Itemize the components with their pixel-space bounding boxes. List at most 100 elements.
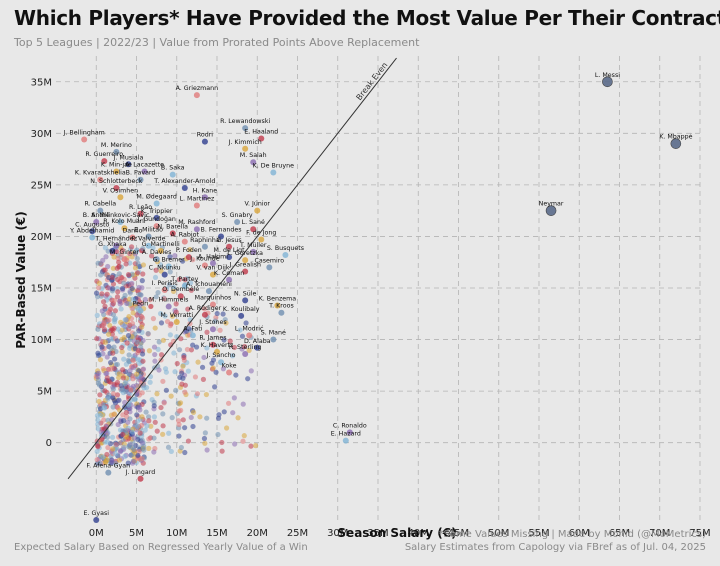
- player-label: F. Valverde: [132, 236, 166, 243]
- player-point: [98, 272, 104, 278]
- player-point: [116, 259, 122, 265]
- player-point: [220, 366, 226, 372]
- labeled-player-point: [226, 276, 233, 283]
- player-label: J. Stones: [198, 319, 226, 326]
- player-point: [170, 288, 177, 294]
- player-point: [125, 333, 132, 339]
- player-point: [149, 253, 155, 259]
- player-point: [96, 285, 102, 291]
- labeled-player-point: [165, 303, 172, 310]
- player-point: [161, 296, 167, 302]
- labeled-player-point: [670, 138, 682, 149]
- player-label: F. Afena-Gyan: [87, 463, 131, 470]
- player-point: [158, 404, 164, 411]
- player-point: [110, 350, 116, 356]
- player-point: [93, 290, 100, 296]
- player-point: [223, 425, 230, 431]
- player-point: [209, 360, 215, 366]
- player-point: [241, 343, 248, 350]
- player-point: [122, 292, 128, 298]
- player-label: R. Sterling: [229, 344, 262, 351]
- player-point: [169, 415, 175, 421]
- player-point: [111, 319, 118, 325]
- player-point: [110, 386, 116, 392]
- player-point: [121, 323, 127, 329]
- labeled-player-point: [89, 228, 96, 235]
- player-label: L. Goretzka: [227, 250, 263, 257]
- player-point: [141, 443, 147, 450]
- player-point: [120, 367, 126, 373]
- player-label: K. Min-jae: [101, 161, 132, 168]
- player-point: [201, 354, 207, 361]
- labeled-player-point: [201, 243, 208, 250]
- labeled-player-point: [113, 184, 120, 191]
- player-point: [154, 391, 160, 397]
- player-label: K. De Bruyne: [253, 163, 294, 170]
- player-point: [229, 353, 236, 359]
- player-point: [111, 297, 118, 303]
- player-label: L. Martinez: [179, 196, 214, 203]
- player-point: [129, 244, 135, 250]
- player-label: A. Hakimi: [198, 253, 228, 260]
- y-tick-label: 20M: [31, 232, 52, 243]
- player-label: G. Jesus: [216, 237, 241, 244]
- player-point: [138, 375, 144, 381]
- labeled-player-point: [81, 136, 88, 143]
- player-point: [97, 460, 103, 466]
- player-point: [130, 357, 137, 363]
- player-point: [176, 276, 182, 283]
- player-point: [197, 414, 203, 420]
- player-point: [180, 258, 186, 264]
- player-point: [214, 310, 220, 317]
- player-point: [128, 387, 134, 393]
- x-axis-label: Season Salary (€): [337, 526, 456, 540]
- player-point: [157, 311, 164, 317]
- player-point: [136, 328, 142, 334]
- player-point: [187, 280, 194, 286]
- player-label: R. Guerreiro: [85, 151, 123, 158]
- y-axis-label: PAR-Based Value (€): [14, 211, 28, 349]
- player-label: R. Kolo Muani: [103, 218, 146, 225]
- player-point: [212, 318, 218, 324]
- player-point: [125, 419, 131, 425]
- player-point: [204, 447, 210, 453]
- labeled-player-point: [242, 297, 249, 304]
- player-label: I. Perišić: [152, 279, 179, 287]
- player-point: [121, 280, 127, 286]
- player-point: [97, 392, 103, 398]
- player-point: [185, 306, 191, 312]
- labeled-player-point: [93, 517, 100, 523]
- x-tick-label: 20M: [247, 528, 268, 539]
- player-point: [135, 356, 141, 362]
- labeled-player-point: [270, 169, 277, 176]
- x-tick-label: 75M: [689, 528, 710, 539]
- labeled-player-point: [137, 307, 144, 314]
- labeled-player-point: [250, 159, 257, 166]
- player-point: [120, 375, 126, 381]
- player-label: R. Lewandowski: [220, 118, 270, 125]
- player-point: [193, 344, 200, 350]
- player-point: [176, 347, 183, 353]
- player-point: [119, 247, 126, 253]
- player-point: [118, 251, 124, 258]
- player-point: [114, 361, 120, 368]
- labeled-player-point: [274, 302, 281, 309]
- player-point: [188, 347, 195, 353]
- player-point: [110, 446, 116, 452]
- player-point: [241, 433, 247, 439]
- player-label: A. Tchouaméni: [186, 280, 232, 288]
- player-label: R. James: [199, 335, 226, 342]
- labeled-player-point: [157, 247, 164, 254]
- player-point: [99, 308, 105, 314]
- player-point: [129, 285, 135, 292]
- player-point: [185, 368, 191, 374]
- labeled-player-point: [153, 256, 160, 263]
- player-point: [105, 444, 111, 451]
- player-point: [95, 417, 101, 423]
- player-label: J. Sancho: [206, 352, 236, 359]
- player-point: [110, 265, 116, 271]
- player-point: [231, 344, 238, 351]
- player-point: [160, 423, 166, 429]
- player-label: J. Kimmich: [228, 139, 262, 146]
